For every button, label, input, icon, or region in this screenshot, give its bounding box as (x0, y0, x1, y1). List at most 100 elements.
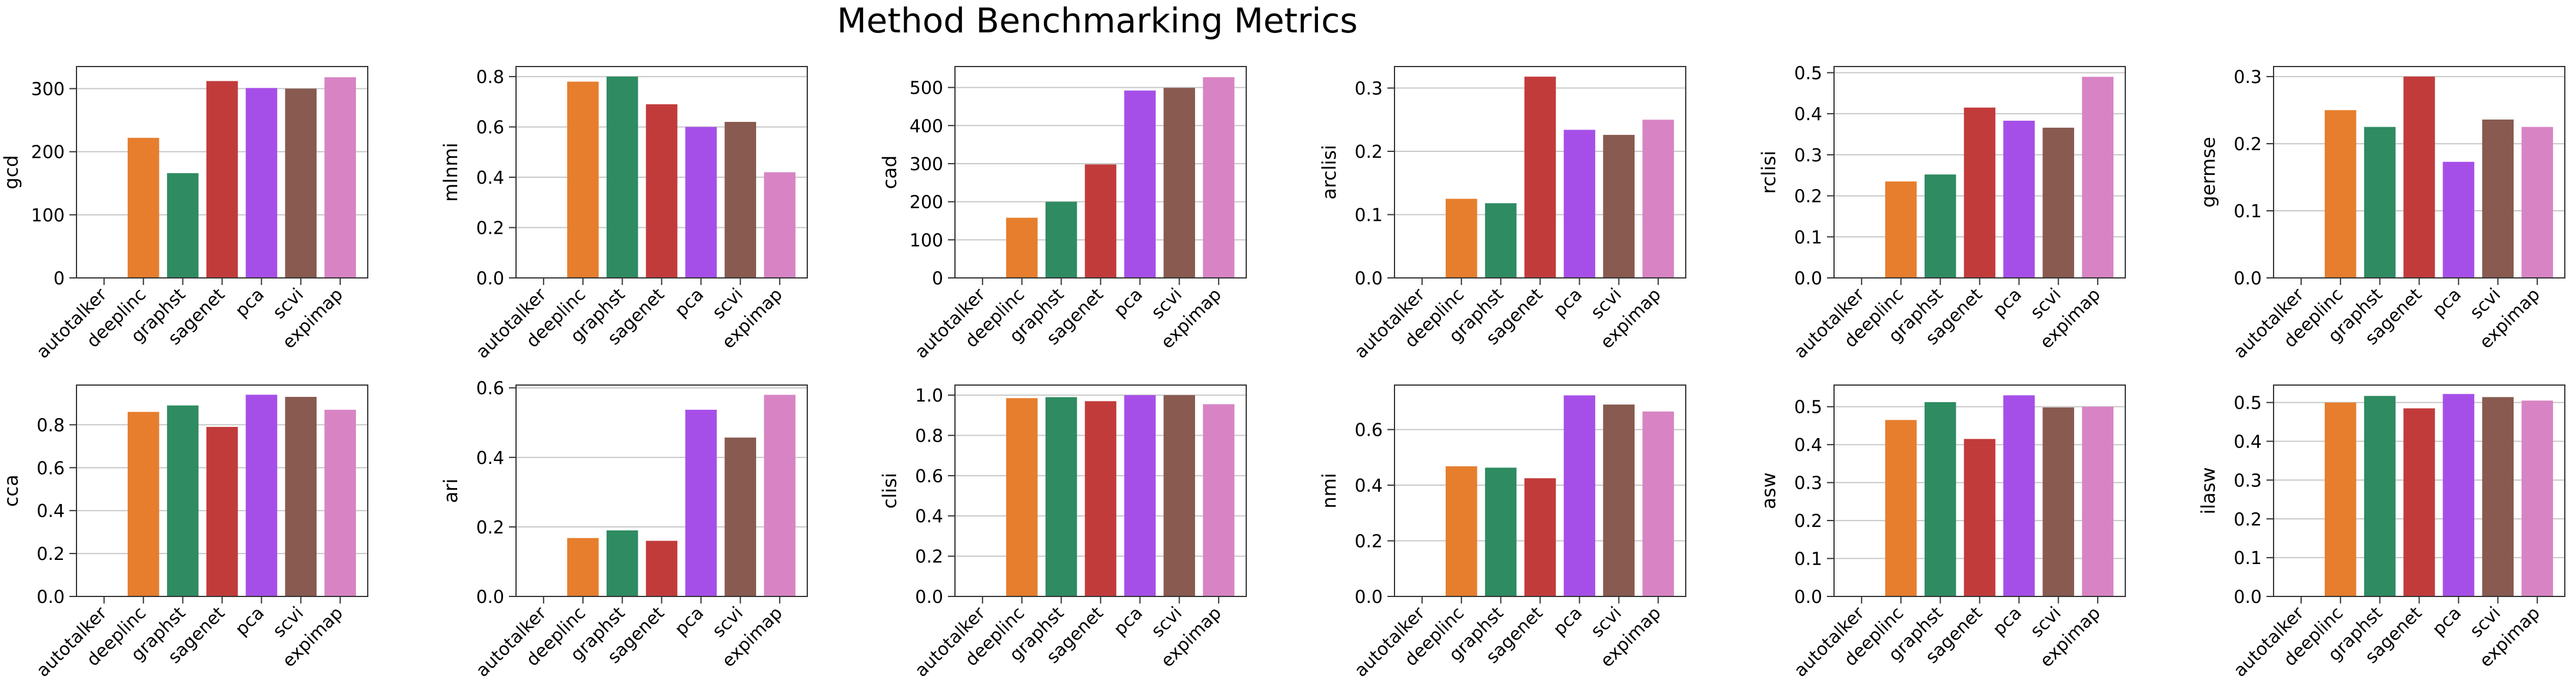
panel-cad: 0100200300400500autotalkerdeeplincgraphs… (878, 66, 1247, 363)
bar-deeplinc (1885, 181, 1917, 278)
bar-sagenet (206, 427, 238, 596)
bar-sagenet (645, 104, 678, 278)
y-tick-label: 0.0 (476, 268, 504, 289)
y-tick-label: 0.1 (2234, 201, 2262, 222)
bar-graphst (606, 77, 638, 278)
y-tick-label: 0.6 (476, 118, 504, 138)
y-tick-label: 500 (910, 78, 943, 99)
y-axis-label: gcd (0, 155, 22, 189)
bar-deeplinc (2324, 402, 2357, 596)
y-tick-label: 0.4 (36, 501, 65, 522)
bar-deeplinc (1445, 198, 1477, 278)
y-tick-label: 0.8 (915, 426, 943, 446)
y-tick-label: 0.2 (476, 218, 504, 239)
y-tick-label: 0.0 (1794, 587, 1822, 608)
bar-graphst (1924, 174, 1956, 278)
y-tick-label: 100 (910, 230, 943, 251)
bar-expimap (1203, 77, 1234, 278)
bar-deeplinc (1885, 420, 1917, 596)
y-tick-label: 0.2 (2234, 509, 2262, 530)
bar-scvi (1163, 88, 1196, 278)
bar-graphst (1485, 203, 1517, 278)
y-tick-label: 0 (932, 268, 943, 289)
y-tick-label: 0.0 (1794, 268, 1822, 289)
y-tick-label: 0.5 (1794, 63, 1822, 84)
bar-scvi (1163, 395, 1196, 596)
bar-deeplinc (2324, 110, 2357, 278)
bar-expimap (2082, 77, 2114, 278)
bar-graphst (2364, 396, 2396, 596)
y-tick-label: 0.1 (1354, 205, 1383, 226)
y-tick-label: 200 (910, 193, 943, 213)
y-tick-label: 0.3 (1354, 79, 1383, 100)
y-tick-label: 0.8 (36, 415, 65, 436)
y-tick-label: 0.4 (1794, 435, 1822, 456)
y-tick-label: 0.0 (36, 587, 65, 608)
bar-sagenet (1963, 439, 1996, 596)
bar-scvi (2042, 127, 2075, 278)
y-tick-label: 200 (31, 142, 65, 163)
y-tick-label: 0.3 (1794, 473, 1822, 494)
bar-deeplinc (1006, 398, 1038, 596)
bar-expimap (1642, 120, 1674, 278)
y-tick-label: 0.2 (36, 544, 65, 565)
bar-pca (1563, 130, 1596, 278)
y-axis-label: clisi (878, 473, 901, 509)
bar-scvi (724, 122, 757, 278)
bar-sagenet (206, 81, 238, 278)
y-tick-label: 0.6 (36, 458, 65, 479)
y-tick-label: 0.1 (1794, 227, 1822, 248)
figure-title: Method Benchmarking Metrics (837, 1, 1358, 41)
y-tick-label: 0.6 (915, 466, 943, 487)
bar-sagenet (1524, 478, 1556, 596)
bar-pca (685, 409, 717, 596)
panel-germse: 0.00.10.20.3autotalkerdeeplincgraphstsag… (2197, 66, 2565, 363)
bar-pca (2003, 121, 2035, 278)
y-tick-label: 0.0 (476, 587, 504, 608)
y-tick-label: 0.4 (915, 506, 943, 527)
y-axis-label: ilasw (2197, 467, 2219, 514)
y-axis-label: cad (878, 155, 901, 190)
y-tick-label: 0.2 (476, 518, 504, 538)
y-tick-label: 0.6 (1354, 420, 1383, 441)
y-tick-label: 0.4 (476, 168, 504, 188)
bar-sagenet (645, 541, 678, 596)
bar-deeplinc (1445, 466, 1477, 596)
bar-deeplinc (127, 138, 159, 278)
y-tick-label: 0.2 (1794, 187, 1822, 207)
y-tick-label: 0 (54, 268, 65, 289)
bar-graphst (1045, 397, 1077, 596)
bar-expimap (324, 409, 356, 596)
y-tick-label: 0.2 (2234, 134, 2262, 155)
bar-deeplinc (1006, 217, 1038, 278)
bar-deeplinc (567, 538, 599, 596)
bar-sagenet (1084, 401, 1117, 596)
y-tick-label: 0.2 (1354, 142, 1383, 163)
y-tick-label: 300 (910, 154, 943, 175)
bar-graphst (1924, 402, 1956, 596)
bar-sagenet (2403, 77, 2435, 278)
bar-deeplinc (567, 81, 599, 278)
y-axis-label: nmi (1318, 473, 1340, 508)
bar-sagenet (1524, 77, 1556, 278)
y-tick-label: 0.0 (2234, 587, 2262, 608)
y-tick-label: 0.3 (2234, 470, 2262, 491)
y-axis-label: ari (440, 479, 462, 503)
bar-expimap (324, 77, 356, 278)
bar-scvi (2042, 407, 2075, 596)
bar-expimap (764, 394, 796, 596)
y-tick-label: 0.6 (476, 379, 504, 399)
bar-sagenet (1084, 164, 1117, 278)
bar-expimap (1203, 404, 1234, 596)
y-axis-label: mlnmi (440, 142, 462, 201)
bar-pca (2442, 394, 2475, 596)
bar-expimap (2082, 406, 2114, 596)
y-tick-label: 0.4 (476, 448, 504, 469)
y-tick-label: 0.8 (476, 67, 504, 88)
bar-graphst (2364, 127, 2396, 278)
bar-pca (245, 394, 278, 596)
bar-graphst (167, 405, 199, 596)
bar-scvi (2482, 120, 2514, 278)
